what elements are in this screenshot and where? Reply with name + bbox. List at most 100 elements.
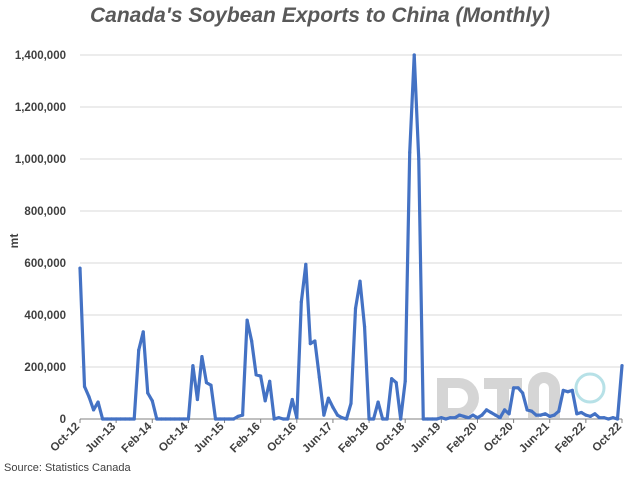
data-point (426, 417, 430, 421)
data-point (412, 53, 416, 57)
data-point (421, 417, 425, 421)
x-tick-label: Jun-15 (192, 420, 227, 455)
data-point (91, 408, 96, 412)
logo-ring-icon (574, 372, 606, 404)
data-points (78, 53, 624, 421)
data-point (381, 417, 385, 421)
x-tick-label: Feb-22 (553, 421, 588, 456)
data-point (525, 408, 529, 412)
y-tick-label: 0 (60, 414, 66, 426)
data-point (281, 417, 285, 421)
gridlines (80, 54, 622, 420)
data-point (218, 417, 222, 421)
data-point (444, 417, 448, 421)
data-point (114, 417, 118, 421)
data-point (435, 417, 439, 421)
data-point (471, 413, 475, 417)
data-point (615, 417, 620, 421)
data-point (150, 399, 154, 403)
data-point (534, 413, 538, 417)
data-point (399, 417, 403, 421)
data-point (82, 384, 87, 389)
data-point (137, 348, 141, 352)
data-point (277, 416, 281, 420)
data-point (561, 388, 565, 392)
data-point (204, 381, 209, 385)
x-tick-label: Jun-13 (84, 421, 119, 456)
data-point (173, 417, 177, 421)
data-point (191, 364, 195, 368)
data-point (304, 262, 308, 266)
data-point (448, 416, 452, 420)
data-point (241, 413, 245, 417)
watermark-letters (437, 372, 560, 418)
data-point (322, 413, 326, 417)
y-tick-label: 600,000 (24, 258, 66, 270)
y-tick-label: 1,000,000 (15, 154, 66, 166)
data-point (254, 373, 258, 377)
data-point (259, 374, 263, 378)
data-point (299, 300, 303, 304)
data-point (539, 413, 543, 417)
source-note: Source: Statistics Canada (4, 462, 131, 474)
data-point (268, 379, 272, 383)
data-point (227, 417, 231, 421)
dtn-logo-watermark (437, 372, 606, 418)
data-point (593, 412, 597, 416)
data-point (344, 417, 349, 421)
data-point (390, 377, 394, 381)
data-point (611, 416, 615, 420)
data-point (552, 413, 556, 417)
x-tick-label: Oct-14 (157, 420, 191, 454)
data-point (78, 266, 82, 270)
data-point (132, 417, 136, 421)
x-tick-label: Jun-17 (300, 421, 335, 456)
data-point (543, 412, 547, 416)
data-point (353, 306, 358, 311)
logo-n-shape (528, 372, 560, 418)
data-point (579, 410, 583, 415)
data-point (516, 386, 520, 390)
data-point (87, 395, 91, 399)
data-point (200, 355, 204, 359)
data-point (195, 397, 200, 402)
data-point (128, 417, 132, 421)
data-point (105, 417, 109, 421)
data-point (155, 417, 159, 421)
data-point (119, 417, 123, 421)
data-point (236, 414, 240, 418)
data-point (466, 416, 471, 420)
x-tick-label: Oct-20 (482, 421, 516, 455)
x-tick-label: Oct-18 (374, 420, 408, 454)
logo-d-shape (437, 378, 479, 418)
data-point (272, 417, 276, 421)
data-point (146, 391, 150, 395)
data-point (286, 417, 290, 421)
x-tick-label: Oct-16 (265, 421, 299, 455)
data-point (250, 339, 254, 343)
chart-title: Canada's Soybean Exports to China (Month… (89, 4, 551, 27)
data-point (164, 417, 168, 421)
data-point (371, 417, 376, 421)
data-point (231, 417, 236, 421)
x-tick-label: Feb-16 (228, 421, 263, 456)
data-point (385, 417, 389, 421)
data-point (313, 339, 317, 343)
data-point (475, 416, 480, 420)
data-point (263, 399, 267, 403)
data-point (110, 417, 114, 421)
y-tick-label: 200,000 (24, 362, 66, 374)
y-tick-label: 1,200,000 (15, 102, 66, 114)
data-point (394, 381, 398, 385)
x-tick-label: Feb-18 (336, 420, 371, 455)
data-point (209, 383, 213, 387)
y-tick-label: 400,000 (24, 310, 66, 322)
data-point (575, 412, 579, 416)
data-point (308, 342, 312, 346)
data-point (335, 413, 340, 417)
data-point (349, 401, 353, 405)
data-point (620, 364, 624, 368)
series-layer (78, 53, 624, 421)
data-point (570, 388, 574, 392)
